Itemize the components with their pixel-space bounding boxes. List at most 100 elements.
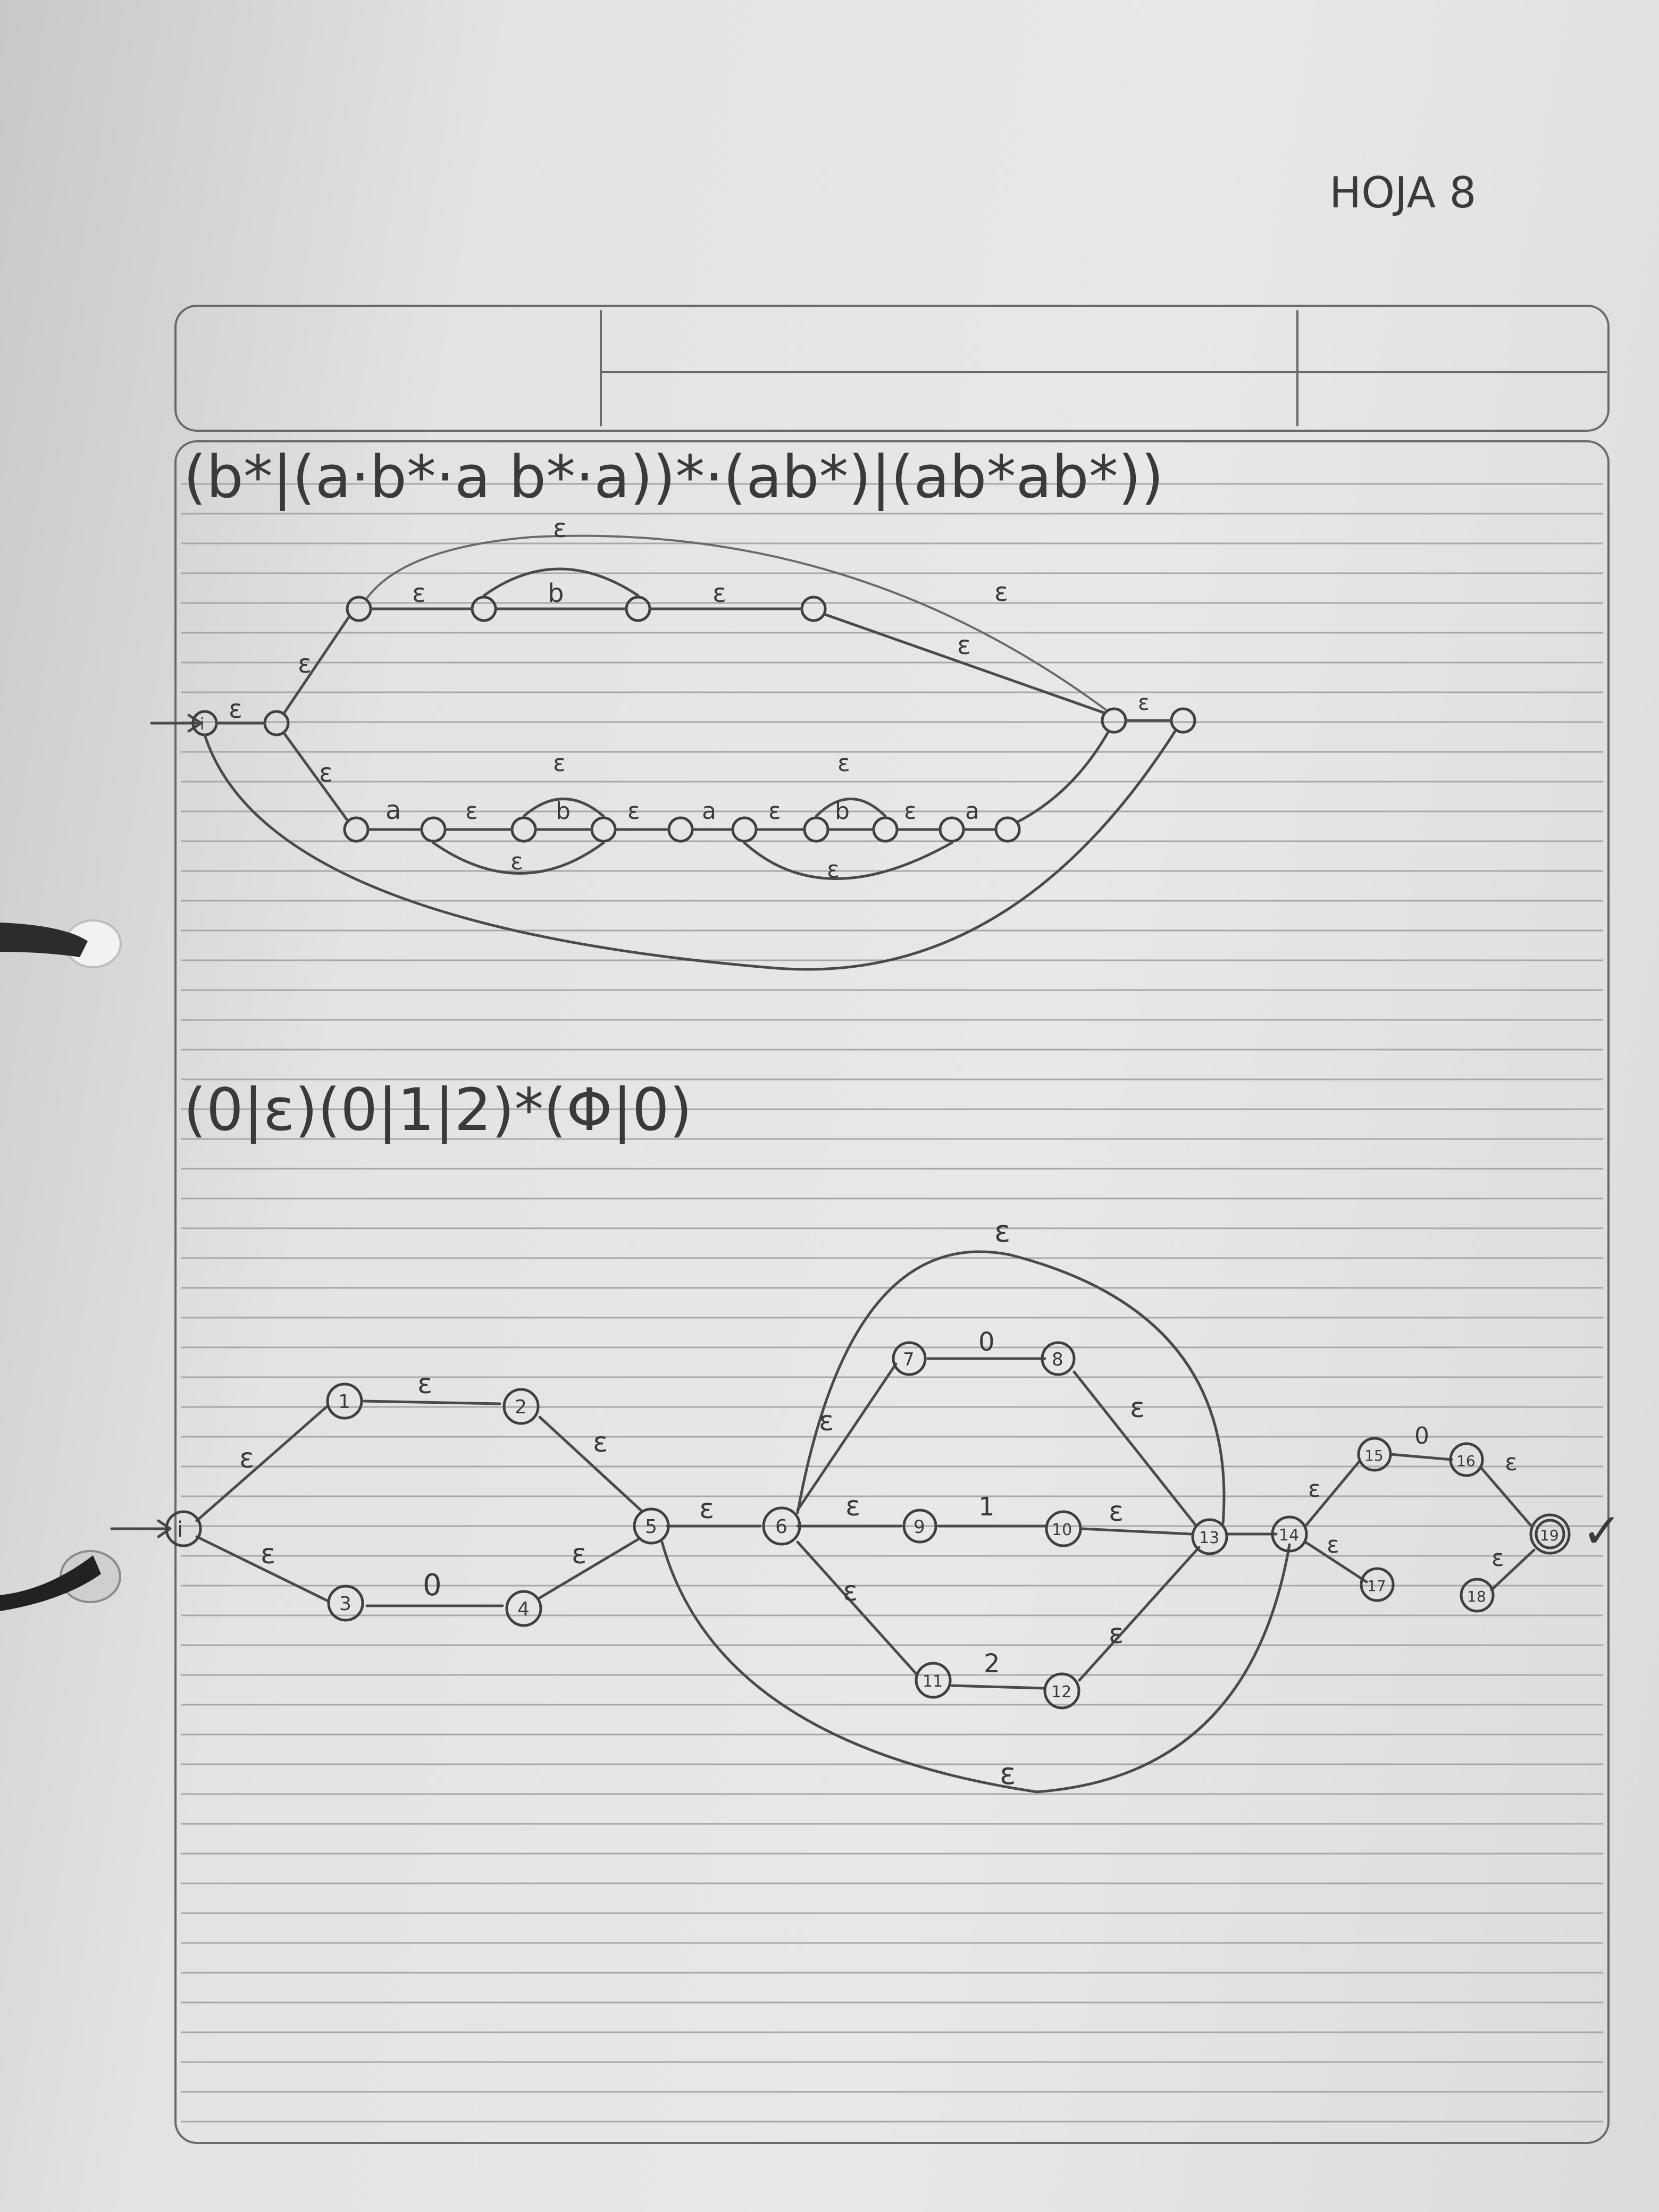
bottom-label-eps: ε xyxy=(1130,1392,1145,1424)
bottom-label-eps: ε xyxy=(593,1427,608,1459)
bottom-state-16 xyxy=(1449,1442,1484,1477)
bottom-label-eps: ε xyxy=(845,1490,860,1522)
top-label-b: b xyxy=(556,798,571,825)
bottom-state-label: 1 xyxy=(338,1391,350,1413)
bottom-state-17 xyxy=(1360,1567,1395,1602)
bottom-label-eps: ε xyxy=(1308,1476,1321,1503)
bottom-state-label: 17 xyxy=(1367,1577,1386,1595)
top-nfa: i xyxy=(150,514,1196,971)
bottom-state-label: 2 xyxy=(515,1396,527,1418)
top-state-node xyxy=(625,596,651,622)
bottom-state-label: 19 xyxy=(1540,1527,1559,1544)
bottom-state-label: 15 xyxy=(1364,1447,1384,1464)
top-state-node xyxy=(731,816,758,843)
bottom-expression: (0|ε)(0|1|2)*(Φ|0) xyxy=(183,1076,692,1144)
top-label-eps: ε xyxy=(1138,691,1150,715)
top-label-eps: ε xyxy=(412,579,426,608)
top-state-node xyxy=(346,596,372,622)
top-label-a: a xyxy=(702,798,716,825)
bottom-state-label: 6 xyxy=(775,1516,787,1538)
bottom-label-eps: ε xyxy=(819,1405,834,1437)
bottom-state-19 xyxy=(1529,1513,1571,1555)
bottom-label-zero: 0 xyxy=(423,1568,442,1603)
bottom-label-eps: ε xyxy=(1327,1531,1339,1559)
bottom-state-label: 9 xyxy=(914,1516,925,1538)
top-state-node xyxy=(803,816,830,843)
bottom-label-eps: ε xyxy=(417,1368,432,1400)
bottom-state-4 xyxy=(505,1590,542,1627)
bottom-label-eps: ε xyxy=(1492,1545,1504,1572)
bottom-state-label: 8 xyxy=(1052,1349,1063,1370)
bottom-label-eps: ε xyxy=(843,1576,858,1607)
bottom-label-eps: ε xyxy=(1109,1618,1124,1650)
top-label-eps: ε xyxy=(827,856,840,883)
binder-ring-bottom xyxy=(0,1550,121,1611)
bottom-state-label: 3 xyxy=(339,1593,351,1615)
top-label-eps: ε xyxy=(837,750,850,777)
bottom-state-label: 16 xyxy=(1456,1452,1476,1470)
top-state-node xyxy=(994,816,1021,843)
top-label-eps: ε xyxy=(229,694,242,724)
page-label: HOJA 8 xyxy=(1329,168,1476,217)
bottom-label-eps: ε xyxy=(261,1538,275,1570)
top-label-eps: ε xyxy=(465,798,478,825)
ruled-lines xyxy=(181,483,1603,2123)
bottom-state-label: 18 xyxy=(1467,1588,1486,1605)
top-label-eps: ε xyxy=(553,514,567,543)
bottom-label-eps: ε xyxy=(699,1493,714,1525)
bottom-state-5 xyxy=(633,1507,670,1545)
bottom-state-label: 13 xyxy=(1199,1529,1219,1547)
bottom-state-label: 10 xyxy=(1052,1521,1072,1539)
top-state-node xyxy=(939,816,965,843)
bottom-label-eps: ε xyxy=(1000,1757,1016,1791)
bottom-label-eps: ε xyxy=(994,1214,1010,1249)
bottom-state-6 xyxy=(762,1506,801,1546)
top-state-node xyxy=(590,816,617,843)
header-box xyxy=(174,305,1610,2144)
check-mark: ✓ xyxy=(1582,1503,1622,1559)
top-state-node xyxy=(510,816,537,843)
bottom-state-label: 7 xyxy=(903,1349,915,1370)
bottom-state-i xyxy=(165,1510,202,1547)
bottom-state-18 xyxy=(1460,1578,1495,1613)
top-state-node xyxy=(420,816,447,843)
bottom-state-12 xyxy=(1043,1672,1080,1710)
top-label-eps: ε xyxy=(510,848,523,875)
top-label-eps: ε xyxy=(957,631,971,660)
bottom-state-13 xyxy=(1191,1518,1228,1555)
top-label-eps: ε xyxy=(768,798,781,825)
top-state-start-label: i xyxy=(200,715,204,734)
top-label-eps: ε xyxy=(298,649,312,679)
top-label-eps: ε xyxy=(627,798,640,825)
top-label-a: a xyxy=(965,798,979,825)
bottom-state-2 xyxy=(502,1388,540,1425)
bottom-state-label: 4 xyxy=(517,1598,530,1620)
bottom-nfa: i 1 2 3 4 5 6 7 8 9 10 11 12 13 14 15 16… xyxy=(110,1214,1622,1794)
top-label-eps: ε xyxy=(319,758,333,788)
bottom-state-label: 14 xyxy=(1279,1526,1299,1545)
top-expression: (b*|(a·b*·a b*·a))*·(ab*)|(ab*ab*)) xyxy=(183,443,1164,512)
bottom-state-label: i xyxy=(177,1518,183,1542)
top-state-node xyxy=(1101,707,1127,734)
bottom-state-15 xyxy=(1357,1437,1392,1472)
bottom-label-zero: 0 xyxy=(978,1327,995,1357)
bottom-state-19-final-ring xyxy=(1535,1519,1565,1549)
bottom-label-zero: 0 xyxy=(1414,1422,1429,1449)
bottom-state-14 xyxy=(1271,1515,1308,1553)
top-label-eps: ε xyxy=(553,750,566,777)
bottom-state-label: 12 xyxy=(1051,1683,1071,1702)
bottom-state-label: 11 xyxy=(923,1672,943,1691)
top-state-node xyxy=(263,710,290,736)
bottom-label-two: 2 xyxy=(984,1649,1000,1679)
top-state-node xyxy=(667,816,694,843)
bottom-state-9 xyxy=(902,1509,937,1544)
bottom-label-eps: ε xyxy=(572,1538,586,1570)
bottom-state-1 xyxy=(326,1382,363,1420)
bottom-label-eps: ε xyxy=(1505,1449,1518,1476)
top-label-eps: ε xyxy=(904,798,917,825)
bottom-state-label: 5 xyxy=(645,1516,657,1538)
bottom-state-3 xyxy=(327,1585,364,1622)
top-state-node xyxy=(1170,707,1196,734)
bottom-state-7 xyxy=(892,1341,927,1376)
